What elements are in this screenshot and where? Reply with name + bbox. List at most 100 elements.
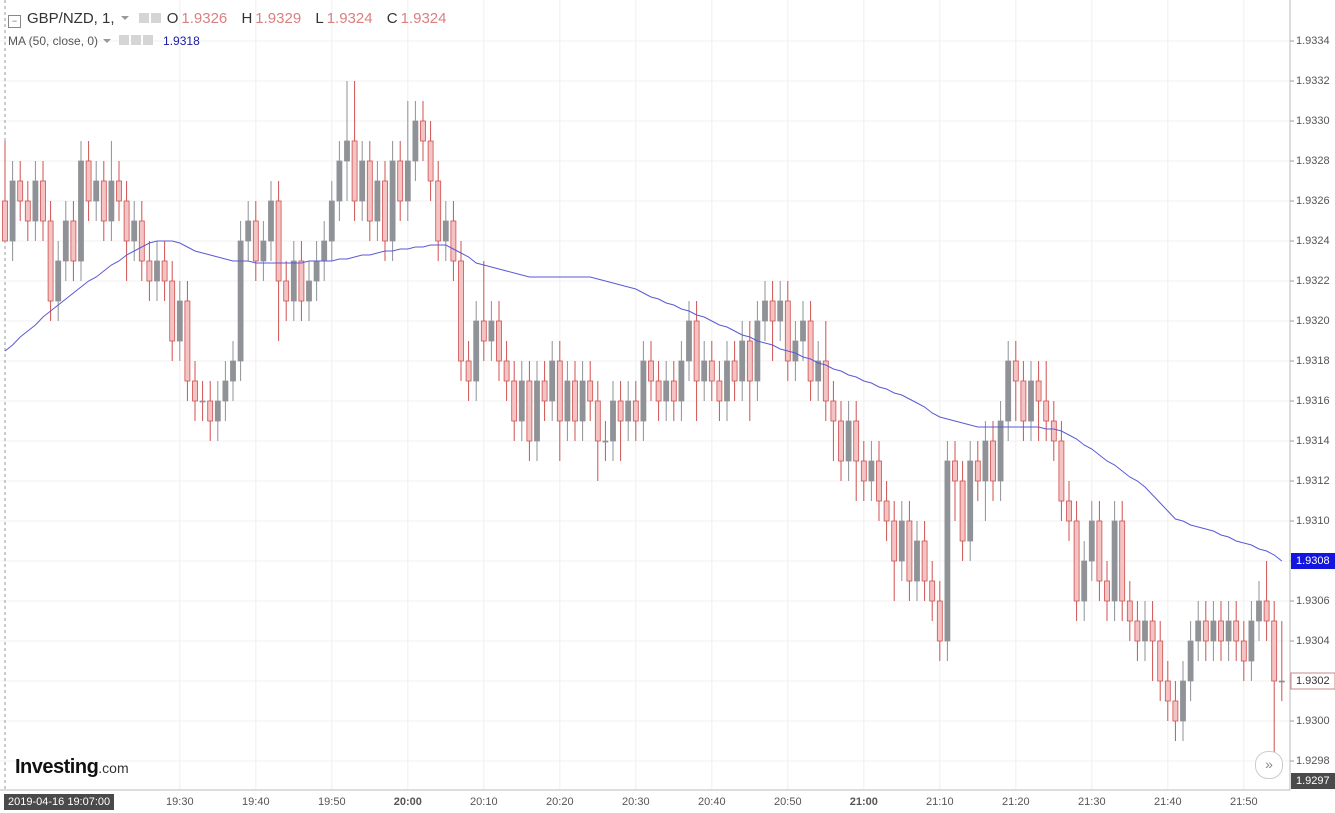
candle-body <box>784 300 791 362</box>
candle-body <box>1233 620 1240 642</box>
candle-body <box>670 380 677 402</box>
x-tick-label: 20:50 <box>774 796 802 808</box>
x-tick-label: 19:30 <box>166 796 194 808</box>
candle-body <box>78 160 84 262</box>
y-tick-label: 1.9330 <box>1296 115 1330 127</box>
candle-body <box>313 260 320 282</box>
icon[interactable] <box>131 35 142 45</box>
candle-body <box>169 280 176 342</box>
indicator-name: MA (50, close, 0) <box>8 34 99 48</box>
crosshair-badge <box>1291 773 1335 789</box>
x-tick-label: 21:00 <box>850 796 878 808</box>
caret[interactable] <box>120 16 129 20</box>
candle-body <box>351 140 358 202</box>
y-tick-label: 1.9316 <box>1296 395 1330 407</box>
candle-body <box>214 400 221 422</box>
crosshair-time: 2019-04-16 19:07:00 <box>4 794 115 810</box>
candle-body <box>503 360 510 382</box>
candle-body <box>800 320 806 342</box>
candle-body <box>769 300 776 322</box>
candle-body <box>1119 520 1126 602</box>
candle-body <box>1202 620 1209 642</box>
candle-body <box>252 220 259 262</box>
x-tick-label: 19:40 <box>242 796 270 808</box>
candle-body <box>746 340 753 382</box>
candle-body <box>1172 700 1179 722</box>
candle-body <box>1256 600 1262 622</box>
candle-body <box>587 380 594 402</box>
candle-body <box>389 160 396 242</box>
ohlc-value: 1.9329 <box>255 10 302 27</box>
candle-body <box>146 260 153 282</box>
indicator-header: MA (50, close, 0) 1.9318 <box>8 34 200 48</box>
x-tick-label: 19:50 <box>318 796 346 808</box>
candle-body <box>1278 680 1285 683</box>
scroll-button[interactable]: » <box>1255 751 1283 779</box>
candle-body <box>1195 620 1202 642</box>
candle-body <box>245 220 252 242</box>
candle-body <box>1081 560 1088 602</box>
candle-body <box>404 160 411 202</box>
candle-body <box>936 600 943 642</box>
candle-body <box>412 120 419 162</box>
candle-body <box>845 420 852 462</box>
candle-body <box>184 300 191 382</box>
candle-body <box>724 360 730 402</box>
candle-body <box>982 440 989 482</box>
x-tick-label: 20:20 <box>546 796 574 808</box>
indicator-value: 1.9318 <box>163 34 200 48</box>
candle-body <box>898 520 905 562</box>
candle-body <box>268 200 274 242</box>
ma-last-value: 1.9308 <box>1296 555 1330 567</box>
candle-body <box>678 360 685 402</box>
candle-body <box>359 160 366 202</box>
collapse-toggle[interactable]: − <box>8 15 21 28</box>
candle-body <box>237 240 244 362</box>
candle-body <box>518 380 525 422</box>
logo: Investing.com <box>15 756 129 779</box>
candle-body <box>906 520 913 582</box>
candle-body <box>131 220 138 242</box>
candle-body <box>480 320 487 342</box>
icon[interactable] <box>138 13 149 23</box>
y-tick-label: 1.9332 <box>1296 75 1330 87</box>
candle-body <box>701 360 708 382</box>
candle-body <box>640 360 647 422</box>
candle-body <box>306 280 312 302</box>
candle-body <box>777 300 784 322</box>
candle-body <box>442 220 449 242</box>
icon[interactable] <box>143 35 154 45</box>
candle-body <box>427 140 434 182</box>
y-tick-label: 1.9320 <box>1296 315 1330 327</box>
candle-body <box>541 380 548 402</box>
icon[interactable] <box>150 13 161 23</box>
candle-body <box>55 260 62 302</box>
candle-body <box>1187 640 1194 682</box>
candle-body <box>465 360 472 382</box>
candle-body <box>283 280 290 302</box>
candle-body <box>815 360 822 382</box>
ohlc-value: 1.9324 <box>400 10 447 27</box>
candle-body <box>1218 620 1224 642</box>
candle-body <box>374 180 381 222</box>
icon[interactable] <box>119 35 130 45</box>
candle-body <box>1020 380 1027 422</box>
candle-body <box>1066 500 1072 522</box>
candle-body <box>876 460 882 502</box>
candle-body <box>579 380 586 422</box>
y-tick-label: 1.9324 <box>1296 235 1330 247</box>
y-tick-label: 1.9306 <box>1296 595 1330 607</box>
candle-body <box>556 360 563 422</box>
candle-body <box>230 360 236 382</box>
candle-body <box>1157 640 1164 682</box>
candle-body <box>952 460 958 482</box>
candle-body <box>625 400 632 422</box>
candle-body <box>1210 620 1217 642</box>
y-tick-label: 1.9326 <box>1296 195 1330 207</box>
candle-body <box>1088 520 1095 562</box>
candle-body <box>655 380 662 402</box>
candle-body <box>564 380 571 422</box>
candle-body <box>1035 380 1042 402</box>
caret[interactable] <box>103 39 112 43</box>
